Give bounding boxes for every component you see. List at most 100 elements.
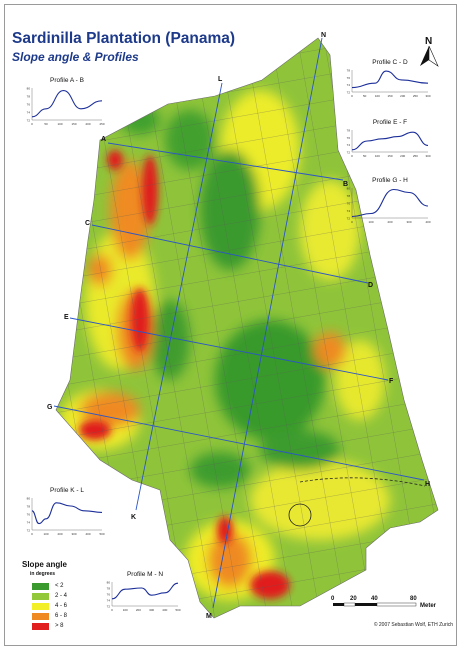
scale-tick-0: 0	[331, 596, 335, 602]
profile-title: Profile E - F	[373, 119, 407, 126]
profile-y-tick: 74	[27, 521, 31, 525]
legend-item: < 2	[32, 582, 64, 590]
scale-tick-80: 80	[410, 596, 417, 602]
profile-x-tick: 400	[85, 532, 90, 536]
profile-y-tick: 80	[27, 497, 31, 501]
profile-axes	[31, 498, 102, 531]
profile-axes	[351, 70, 428, 93]
profile-curve	[31, 502, 103, 525]
profile-x-tick: 100	[57, 122, 62, 126]
legend-label: 4 - 6	[55, 603, 68, 609]
profile-chart: Profile M - N 80 78 76 74 720 100 200 300 400 500	[107, 571, 181, 612]
profile-y-tick: 74	[347, 143, 351, 147]
legend-swatch	[32, 612, 49, 620]
profile-x-tick: 500	[175, 608, 180, 612]
map-subtitle: Slope angle & Profiles	[12, 50, 139, 64]
profile-axes	[351, 188, 428, 219]
profile-line-kl	[135, 82, 223, 511]
marker-circle	[288, 503, 312, 527]
profile-x-tick: 300	[406, 220, 411, 224]
plantation-boundary	[55, 37, 439, 619]
profile-y-tick: 80	[27, 87, 31, 91]
profile-lines	[53, 37, 425, 609]
profile-axes	[31, 88, 102, 121]
credit-text: © 2007 Sebastian Wolf, ETH Zurich	[373, 622, 453, 628]
profile-x-tick: 200	[136, 608, 141, 612]
profile-chart: Profile C - D 78 76 74 720 50 100 150 200 250 300	[347, 59, 431, 98]
profile-chart: Profile A - B 80 78 76 74 720 50 100 150 200 250	[27, 77, 105, 126]
point-label-l: L	[218, 76, 223, 83]
legend-title: Slope angle	[22, 560, 67, 569]
profile-curve	[31, 90, 103, 118]
profile-line-gh	[53, 405, 425, 481]
profile-y-tick: 74	[107, 599, 111, 603]
profile-y-tick: 78	[347, 69, 351, 73]
profile-x-tick: 250	[413, 94, 418, 98]
legend-item: > 8	[32, 622, 64, 630]
legend-item: 2 - 4	[32, 592, 67, 600]
profile-curve	[351, 131, 429, 151]
profile-y-tick: 80	[347, 187, 351, 191]
legend-swatch	[32, 592, 49, 600]
profile-x-tick: 100	[43, 532, 48, 536]
profile-x-tick: 100	[375, 94, 380, 98]
profile-x-tick: 0	[31, 532, 33, 536]
profile-y-tick: 76	[107, 593, 111, 597]
legend-label: 2 - 4	[55, 593, 68, 599]
profile-x-tick: 400	[162, 608, 167, 612]
legend-swatch	[32, 582, 49, 590]
map-title: Sardinilla Plantation (Panama)	[12, 30, 236, 47]
point-label-a: A	[101, 136, 106, 143]
profile-line-ef	[69, 317, 389, 381]
point-label-n: N	[321, 32, 326, 39]
profile-x-tick: 250	[99, 122, 104, 126]
profile-y-tick: 72	[347, 217, 351, 221]
profile-x-tick: 500	[99, 532, 104, 536]
profile-y-tick: 78	[347, 194, 351, 198]
profile-x-tick: 0	[111, 608, 113, 612]
point-label-m: M	[206, 613, 212, 620]
profile-y-tick: 76	[347, 136, 351, 140]
profile-x-tick: 100	[375, 154, 380, 158]
profile-chart: Profile E - F 78 76 74 720 50 100 150 200 250 300	[347, 119, 431, 158]
profile-y-tick: 76	[27, 103, 31, 107]
profile-y-tick: 78	[27, 95, 31, 99]
profile-x-tick: 250	[413, 154, 418, 158]
point-label-h: H	[425, 481, 430, 488]
profile-title: Profile A - B	[50, 77, 84, 84]
profile-axes	[351, 130, 428, 153]
profile-x-tick: 0	[351, 220, 353, 224]
legend-item: 4 - 6	[32, 602, 67, 610]
point-label-b: B	[343, 181, 348, 188]
profile-x-tick: 300	[71, 532, 76, 536]
profile-y-tick: 80	[107, 581, 111, 585]
profile-y-tick: 74	[347, 83, 351, 87]
profile-x-tick: 150	[71, 122, 76, 126]
point-label-k: K	[131, 514, 136, 521]
legend-subtitle: in degrees	[30, 571, 56, 577]
profile-x-tick: 300	[425, 94, 430, 98]
scale-tick-20: 20	[350, 596, 357, 602]
point-label-g: G	[47, 404, 53, 411]
profile-x-tick: 200	[400, 154, 405, 158]
profile-x-tick: 200	[57, 532, 62, 536]
profile-y-tick: 74	[27, 111, 31, 115]
profile-y-tick: 78	[27, 505, 31, 509]
profile-x-tick: 150	[387, 154, 392, 158]
profile-x-tick: 0	[31, 122, 33, 126]
profile-x-tick: 50	[44, 122, 48, 126]
profile-title: Profile K - L	[50, 487, 84, 494]
profile-y-tick: 78	[107, 587, 111, 591]
profile-y-tick: 72	[27, 529, 31, 533]
point-label-e: E	[64, 314, 69, 321]
legend-item: 6 - 8	[32, 612, 67, 620]
point-label-d: D	[368, 282, 373, 289]
north-arrow-icon: N	[420, 36, 439, 67]
profile-x-tick: 200	[400, 94, 405, 98]
profile-chart: Profile G - H 80 78 76 74 720 100 200 300 400	[347, 177, 431, 224]
profile-x-tick: 400	[425, 220, 430, 224]
north-label: N	[425, 36, 432, 47]
profile-x-tick: 100	[368, 220, 373, 224]
